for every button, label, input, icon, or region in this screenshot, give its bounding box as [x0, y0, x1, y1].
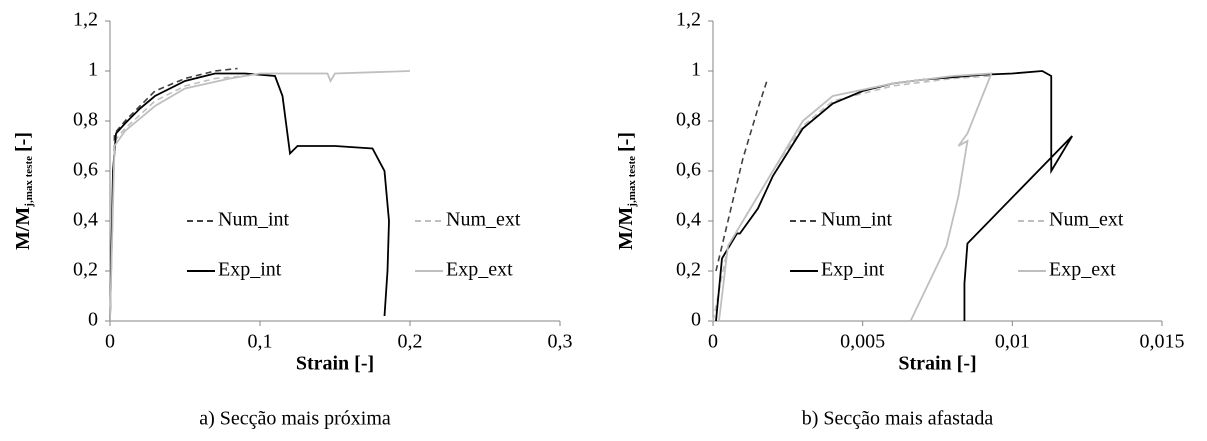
series-line — [109, 67, 238, 322]
legend-label: Num_int — [218, 209, 290, 231]
y-axis-label: M/Mj,max teste [-] — [615, 132, 638, 250]
x-axis-label: Strain [-] — [898, 353, 976, 375]
y-tick-label: 0,8 — [676, 109, 701, 131]
legend-label: Exp_int — [218, 259, 282, 281]
x-tick-label: 0 — [708, 331, 718, 353]
legend-label: Num_int — [821, 209, 893, 231]
y-tick-label: 0,4 — [676, 209, 701, 231]
series-line — [715, 80, 768, 272]
x-tick-label: 0,005 — [840, 331, 885, 353]
series-line — [109, 72, 390, 322]
x-tick-label: 0,1 — [248, 331, 273, 353]
series-line — [109, 75, 246, 322]
y-label-unit: [-] — [12, 132, 34, 152]
x-axis-label: Strain [-] — [296, 353, 374, 375]
legend-label: Exp_ext — [446, 259, 513, 281]
y-label-main: M/M — [615, 207, 637, 250]
y-tick-label: 1,2 — [676, 9, 701, 31]
series-line — [718, 72, 993, 322]
x-tick-label: 0,01 — [995, 331, 1030, 353]
y-tick-label: 0,2 — [676, 259, 701, 281]
x-tick-label: 0,015 — [1140, 331, 1185, 353]
legend-label: Exp_ext — [1049, 259, 1116, 281]
y-tick-label: 1 — [691, 59, 701, 81]
legend-bg — [786, 208, 908, 234]
legend-label: Num_ext — [446, 209, 521, 231]
legend-bg — [183, 208, 305, 234]
legend-bg — [411, 208, 533, 234]
x-tick-label: 0,3 — [548, 331, 573, 353]
y-tick-label: 0,6 — [676, 159, 701, 181]
caption: a) Secção mais próxima — [199, 408, 391, 430]
y-tick-label: 0 — [691, 309, 701, 331]
legend-label: Num_ext — [1049, 209, 1124, 231]
caption: b) Secção mais afastada — [802, 408, 994, 430]
legend-bg — [1014, 208, 1136, 234]
y-tick-label: 0 — [88, 309, 98, 331]
y-tick-label: 0,8 — [73, 109, 98, 131]
y-tick-label: 0,6 — [73, 159, 98, 181]
y-tick-label: 1 — [88, 59, 98, 81]
y-label-unit: [-] — [615, 132, 637, 152]
series-line — [109, 70, 411, 322]
chart: 0 0,2 0,4 0,6 0,8 1 1,2 0 0,1 0,2 0,3 Strain [-] M/M… — [12, 9, 573, 430]
y-axis-label: M/Mj,max teste [-] — [12, 132, 35, 250]
chart: 0 0,2 0,4 0,6 0,8 1 1,2 0 0,005 0,01 0,015 Strain [… — [615, 9, 1185, 430]
y-tick-label: 0,4 — [73, 209, 98, 231]
y-tick-label: 1,2 — [73, 9, 98, 31]
x-tick-label: 0,2 — [398, 331, 423, 353]
y-tick-label: 0,2 — [73, 259, 98, 281]
series-line — [712, 75, 992, 322]
y-label-sub: j,max teste — [23, 156, 35, 208]
y-label-sub: j,max teste — [626, 156, 638, 208]
x-tick-label: 0 — [105, 331, 115, 353]
legend-label: Exp_int — [821, 259, 885, 281]
y-label-main: M/M — [12, 207, 34, 250]
